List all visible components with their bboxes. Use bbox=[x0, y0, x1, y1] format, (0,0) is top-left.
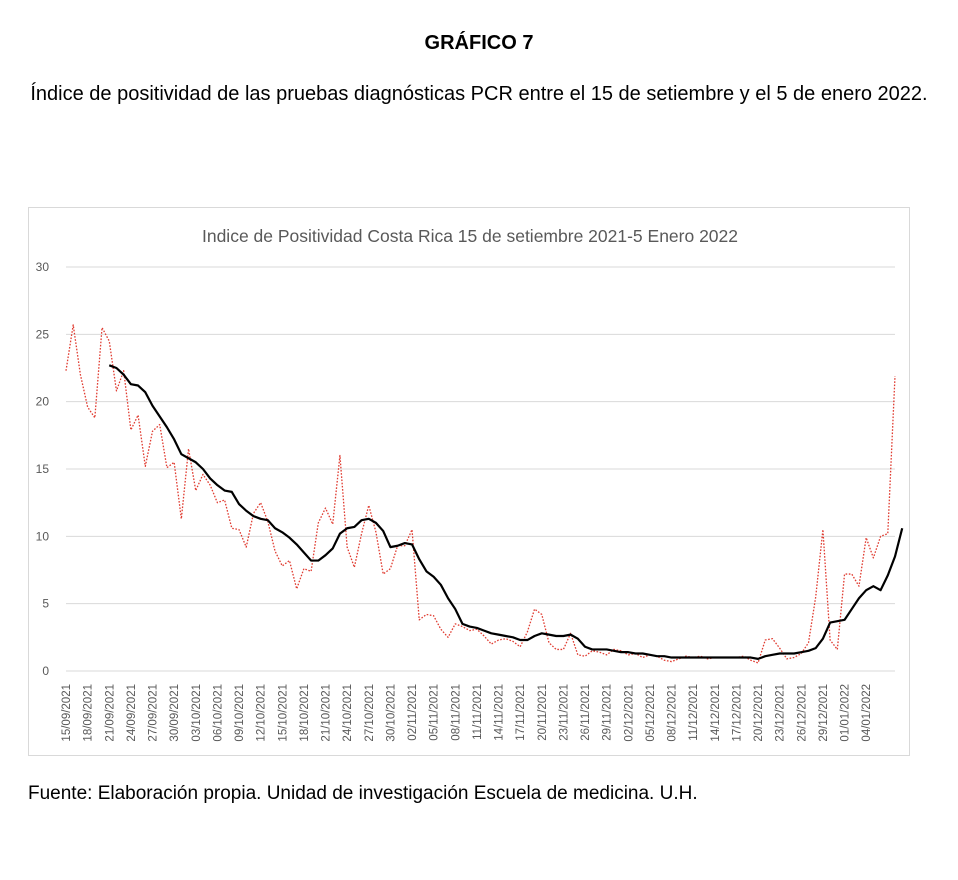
series-lines bbox=[65, 324, 904, 664]
y-axis-ticks: 0 5 10 15 20 25 30 bbox=[36, 260, 50, 678]
x-tick-label: 09/10/2021 bbox=[234, 684, 246, 742]
x-tick-label: 17/12/2021 bbox=[731, 684, 743, 742]
x-tick-label: 15/09/2021 bbox=[61, 684, 73, 742]
y-tick-label: 20 bbox=[36, 395, 50, 409]
x-tick-label: 08/11/2021 bbox=[450, 684, 462, 741]
y-tick-label: 0 bbox=[42, 664, 49, 678]
x-tick-label: 30/10/2021 bbox=[385, 684, 397, 742]
x-tick-label: 18/09/2021 bbox=[83, 684, 95, 742]
x-tick-label: 11/11/2021 bbox=[472, 684, 484, 740]
y-tick-label: 10 bbox=[36, 529, 50, 543]
x-tick-label: 29/11/2021 bbox=[602, 684, 614, 741]
chart-frame: Indice de Positividad Costa Rica 15 de s… bbox=[28, 207, 910, 756]
y-tick-label: 5 bbox=[42, 597, 49, 611]
x-tick-label: 23/11/2021 bbox=[558, 684, 570, 741]
x-tick-label: 24/10/2021 bbox=[342, 684, 354, 742]
y-tick-label: 25 bbox=[36, 327, 50, 341]
x-tick-label: 08/12/2021 bbox=[667, 684, 679, 742]
x-tick-label: 15/10/2021 bbox=[277, 684, 289, 742]
x-axis-ticks: 15/09/2021 18/09/2021 21/09/2021 24/09/2021… bbox=[61, 684, 873, 742]
x-tick-label: 27/10/2021 bbox=[364, 684, 376, 742]
figure-label: GRÁFICO 7 bbox=[424, 32, 534, 54]
x-tick-label: 14/12/2021 bbox=[710, 684, 722, 742]
x-tick-label: 05/11/2021 bbox=[429, 684, 441, 741]
x-tick-label: 14/11/2021 bbox=[494, 684, 506, 741]
x-tick-label: 27/09/2021 bbox=[148, 684, 160, 742]
x-tick-label: 26/12/2021 bbox=[796, 684, 808, 742]
x-tick-label: 30/09/2021 bbox=[169, 684, 181, 742]
y-tick-label: 15 bbox=[36, 462, 50, 476]
source-note: Fuente: Elaboración propia. Unidad de in… bbox=[28, 783, 698, 804]
x-tick-label: 20/12/2021 bbox=[753, 684, 765, 742]
figure-title: Índice de positividad de las pruebas dia… bbox=[30, 83, 928, 105]
x-tick-label: 12/10/2021 bbox=[256, 684, 268, 742]
y-tick-label: 30 bbox=[36, 260, 50, 274]
x-tick-label: 18/10/2021 bbox=[299, 684, 311, 742]
x-tick-label: 04/01/2022 bbox=[861, 684, 873, 742]
x-tick-label: 03/10/2021 bbox=[191, 684, 203, 742]
chart-title: Indice de Positividad Costa Rica 15 de s… bbox=[202, 226, 738, 246]
x-tick-label: 06/10/2021 bbox=[212, 684, 224, 742]
x-tick-label: 01/01/2022 bbox=[840, 684, 852, 742]
x-tick-label: 05/12/2021 bbox=[645, 684, 657, 742]
x-tick-label: 24/09/2021 bbox=[126, 684, 138, 742]
x-tick-label: 11/12/2021 bbox=[688, 684, 700, 741]
x-tick-label: 02/11/2021 bbox=[407, 684, 419, 741]
x-tick-label: 29/12/2021 bbox=[818, 684, 830, 742]
x-tick-label: 21/10/2021 bbox=[321, 684, 333, 742]
x-tick-label: 23/12/2021 bbox=[775, 684, 787, 742]
x-tick-label: 17/11/2021 bbox=[515, 684, 527, 741]
daily-positivity-line bbox=[65, 324, 896, 664]
x-tick-label: 02/12/2021 bbox=[623, 684, 635, 742]
x-tick-label: 21/09/2021 bbox=[104, 684, 116, 742]
gridlines bbox=[66, 266, 895, 672]
x-tick-label: 26/11/2021 bbox=[580, 684, 592, 741]
x-tick-label: 20/11/2021 bbox=[537, 684, 549, 741]
moving-average-line bbox=[108, 364, 904, 660]
line-chart: Indice de Positividad Costa Rica 15 de s… bbox=[36, 226, 904, 742]
